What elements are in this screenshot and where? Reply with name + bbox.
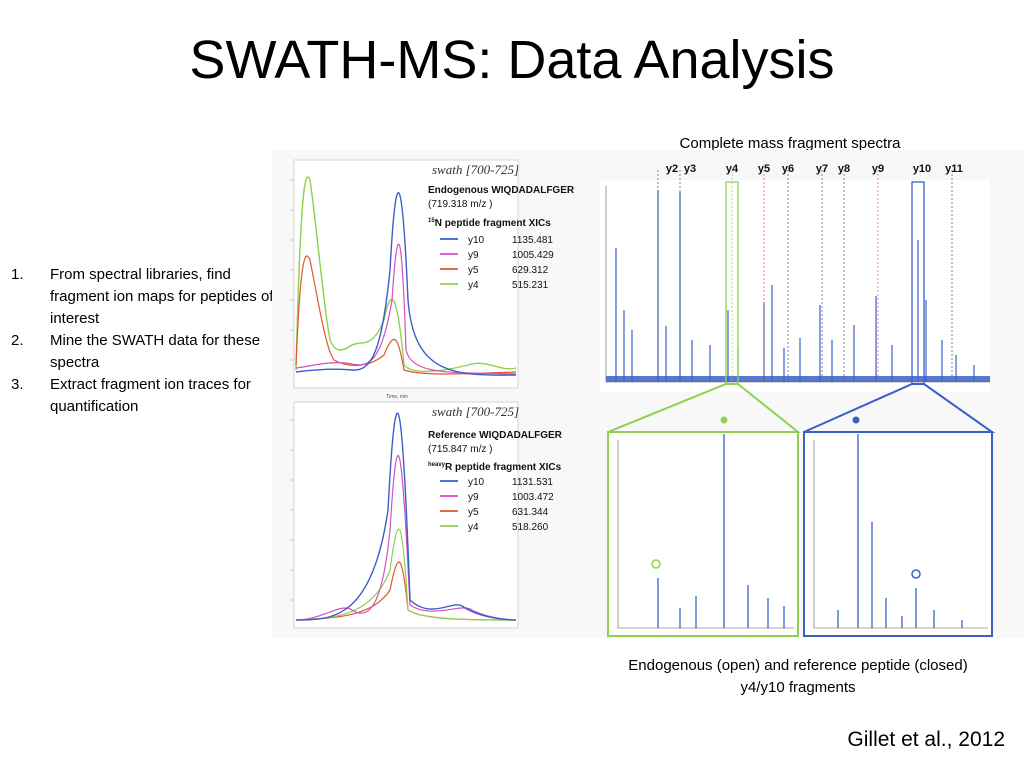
- legend-mz: 1135.481: [512, 235, 553, 246]
- ion-label: y2: [666, 163, 678, 175]
- fragments-caption-line1: Endogenous (open) and reference peptide …: [628, 657, 968, 674]
- xic-peptide-mz: (715.847 m/z ): [428, 444, 492, 455]
- legend-mz: 1005.429: [512, 250, 554, 261]
- ion-label: y11: [945, 163, 963, 175]
- xic-trace-y4: [295, 528, 517, 621]
- legend-mz: 629.312: [512, 265, 549, 276]
- ion-label: y3: [684, 163, 696, 175]
- xic-peptide-name: Endogenous WIQDADALFGER: [428, 185, 575, 196]
- xic-trace-y10: [295, 412, 517, 621]
- xic-heading-text: N peptide fragment XICs: [435, 218, 552, 229]
- xic-peptide-mz: (719.318 m/z ): [428, 199, 492, 210]
- legend-mz: 1131.531: [512, 477, 553, 488]
- fragments-caption: Endogenous (open) and reference peptide …: [578, 655, 1018, 699]
- xic-legend-heading: heavyR peptide fragment XICs: [428, 462, 562, 473]
- xic-superscript: 15: [428, 218, 435, 224]
- ion-guides: [657, 170, 953, 382]
- zoom-y10-peaks: [837, 434, 963, 628]
- legend-ion: y9: [468, 250, 479, 261]
- complete-spectrum: [600, 170, 990, 392]
- ion-label-row: y2 y3 y4 y5 y6 y7 y8 y9 y10 y11: [666, 163, 963, 175]
- zoom-panel-y4: [607, 416, 799, 637]
- step-item: 1. From spectral libraries, find fragment…: [8, 264, 276, 330]
- xic-peptide-name: Reference WIQDADALFGER: [428, 430, 563, 441]
- xic-panel-endogenous: Time, min: [290, 159, 519, 400]
- step-number: 2.: [11, 332, 24, 349]
- step-item: 3. Extract fragment ion traces for quanti…: [8, 374, 276, 418]
- fragments-caption-line2: y4/y10 fragments: [740, 679, 856, 696]
- xic-legend-bottom: y10 1131.531 y9 1003.472 y5 631.344 y4 5…: [440, 477, 554, 533]
- step-text: From spectral libraries, find fragment i…: [50, 266, 274, 327]
- ion-label: y9: [872, 163, 884, 175]
- analysis-steps-list: 1. From spectral libraries, find fragment…: [8, 264, 276, 418]
- slide-title: SWATH-MS: Data Analysis: [189, 30, 835, 90]
- swath-figure: Time, min swath [700-725] Endogenous WIQ…: [272, 150, 1024, 638]
- ion-label: y7: [816, 163, 828, 175]
- ion-label: y10: [913, 163, 931, 175]
- legend-ion: y4: [468, 522, 479, 533]
- ion-label: y6: [782, 163, 794, 175]
- legend-mz: 518.260: [512, 522, 549, 533]
- xic-axis-label: Time, min: [386, 394, 408, 400]
- step-text: Mine the SWATH data for these spectra: [50, 332, 261, 371]
- xic-window-title: swath [700-725]: [432, 404, 519, 419]
- step-number: 3.: [11, 376, 24, 393]
- legend-ion: y5: [468, 265, 479, 276]
- step-text: Extract fragment ion traces for quantifi…: [50, 376, 251, 415]
- step-item: 2. Mine the SWATH data for these spectra: [8, 330, 276, 374]
- xic-legend-heading: 15N peptide fragment XICs: [428, 218, 551, 229]
- figure-svg: Time, min swath [700-725] Endogenous WIQ…: [290, 159, 996, 637]
- xic-trace-y10: [295, 192, 517, 376]
- xic-trace-y9: [295, 455, 517, 621]
- xic-trace-y5: [295, 255, 517, 375]
- xic-legend-top: y10 1135.481 y9 1005.429 y5 629.312 y4 5…: [440, 235, 554, 291]
- legend-ion: y4: [468, 280, 479, 291]
- legend-mz: 515.231: [512, 280, 549, 291]
- zoom-y4-peaks: [657, 434, 785, 628]
- citation: Gillet et al., 2012: [847, 728, 1005, 751]
- legend-ion: y5: [468, 507, 479, 518]
- endogenous-marker-y4: [651, 559, 661, 569]
- ion-label: y4: [726, 163, 739, 175]
- ion-label: y8: [838, 163, 850, 175]
- xic-superscript: heavy: [428, 462, 446, 468]
- endogenous-marker-y10: [911, 569, 921, 579]
- xic-panel-reference: [290, 401, 519, 629]
- spectra-caption: Complete mass fragment spectra: [679, 135, 901, 152]
- step-number: 1.: [11, 266, 24, 283]
- legend-ion: y10: [468, 235, 485, 246]
- reference-marker-y10: [852, 416, 860, 424]
- legend-mz: 1003.472: [512, 492, 554, 503]
- xic-window-title: swath [700-725]: [432, 162, 519, 177]
- ion-label: y5: [758, 163, 770, 175]
- legend-mz: 631.344: [512, 507, 549, 518]
- xic-trace-y9: [295, 243, 517, 375]
- xic-heading-text: R peptide fragment XICs: [445, 462, 562, 473]
- legend-ion: y9: [468, 492, 479, 503]
- legend-ion: y10: [468, 477, 485, 488]
- zoom-panel-y10: [803, 416, 993, 637]
- reference-marker-y4: [720, 416, 728, 424]
